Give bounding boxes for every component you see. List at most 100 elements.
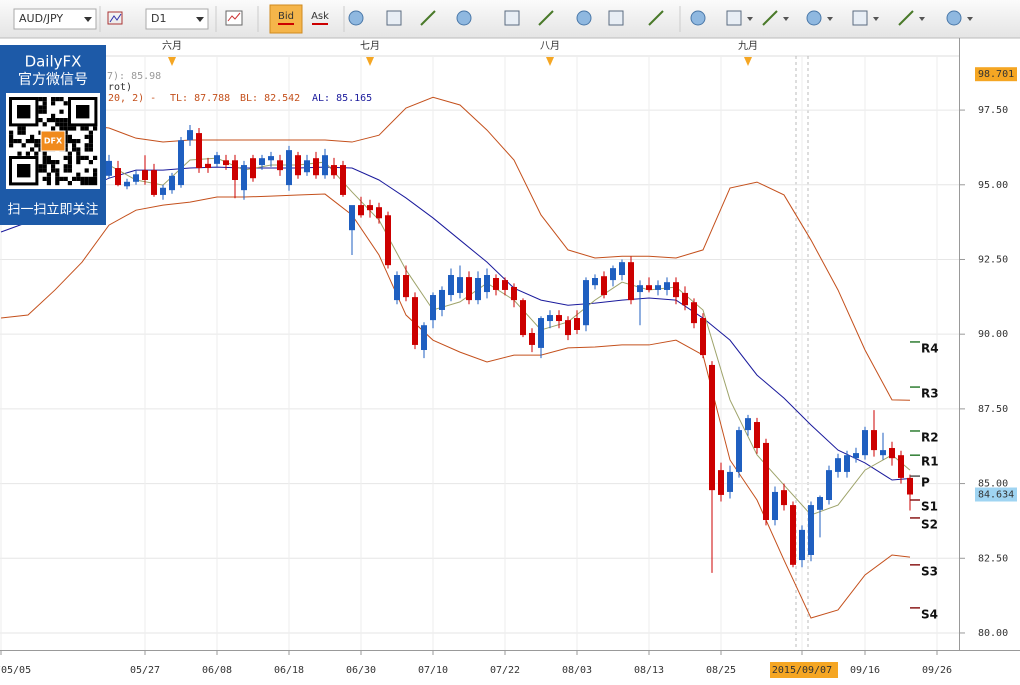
- candle-body: [754, 422, 760, 449]
- tool-icon[interactable]: [386, 10, 402, 26]
- y-tick-label: 80.00: [978, 628, 1008, 639]
- indicator-legend: BL: 82.542: [240, 93, 300, 104]
- candle-body: [430, 295, 436, 321]
- candle-body: [124, 181, 130, 187]
- qr-module: [63, 143, 68, 148]
- qr-module: [59, 118, 64, 123]
- tool-icon[interactable]: [690, 10, 706, 26]
- timeframe-select[interactable]: D1: [145, 8, 209, 30]
- month-marker: [744, 57, 752, 66]
- y-tick-label: 90.00: [978, 329, 1008, 340]
- candle-body: [133, 174, 139, 182]
- qr-module: [84, 168, 89, 173]
- tool-icon[interactable]: [456, 10, 472, 26]
- candle-body: [718, 470, 724, 495]
- bollinger-middle: [0, 166, 911, 481]
- qr-module: [67, 139, 72, 144]
- x-tick-label: 09/16: [850, 665, 880, 676]
- qr-finder: [76, 105, 90, 119]
- qr-module: [42, 105, 47, 110]
- tool-icon[interactable]: [538, 10, 554, 26]
- candle-body: [448, 275, 454, 296]
- tool-icon[interactable]: [726, 10, 753, 26]
- y-tick-label: 85.00: [978, 479, 1008, 490]
- qr-module: [42, 155, 47, 160]
- qr-module: [80, 126, 85, 131]
- qr-module: [55, 168, 60, 173]
- last-price-box: [975, 487, 1017, 502]
- icon-shape: [504, 10, 520, 26]
- candle-body: [277, 160, 283, 171]
- x-tick-label: 05/27: [130, 665, 160, 676]
- tool-icon[interactable]: [504, 10, 520, 26]
- qr-module: [84, 143, 89, 148]
- candle-body: [214, 155, 220, 164]
- candle-body: [817, 497, 823, 510]
- candle-body: [412, 297, 418, 345]
- qr-module: [46, 176, 51, 181]
- tool-icon[interactable]: [648, 10, 664, 26]
- ask-button[interactable]: Ask: [311, 11, 329, 25]
- wechat-overlay[interactable]: DailyFX 官方微信号 DFX 扫一扫立即关注: [0, 45, 106, 225]
- qr-module: [25, 151, 30, 156]
- last-price-label: 84.634: [978, 490, 1014, 501]
- tool-icon[interactable]: [420, 10, 436, 26]
- candle-body: [781, 490, 787, 506]
- qr-module: [67, 151, 72, 156]
- tool-icon[interactable]: [576, 10, 592, 26]
- pivot-label: R3: [921, 387, 939, 401]
- icon-shape: [538, 10, 554, 26]
- symbol-select[interactable]: AUD/JPY: [13, 8, 97, 30]
- icon-shape: [648, 10, 664, 26]
- qr-module: [72, 126, 77, 131]
- qr-module: [55, 97, 60, 102]
- qr-module: [38, 164, 43, 169]
- qr-module: [17, 130, 22, 135]
- tool-icon[interactable]: [852, 10, 879, 26]
- candle-body: [790, 505, 796, 565]
- tool-icon[interactable]: [898, 10, 925, 26]
- indicator-button[interactable]: [225, 10, 243, 26]
- qr-module: [93, 172, 98, 177]
- qr-module: [63, 164, 68, 169]
- candle-body: [259, 158, 265, 166]
- qr-module: [21, 126, 26, 131]
- candle-body: [295, 155, 301, 176]
- indicator-legend: 20, 2) -: [108, 93, 156, 104]
- month-marker: [168, 57, 176, 66]
- candle-body: [340, 165, 346, 195]
- tool-icon[interactable]: [762, 10, 789, 26]
- candle-body: [601, 276, 607, 296]
- candle-body: [682, 292, 688, 306]
- qr-module: [93, 126, 98, 131]
- qr-finder: [68, 97, 98, 127]
- qr-module: [84, 181, 89, 186]
- tool-icon[interactable]: [608, 10, 624, 26]
- qr-module: [17, 126, 22, 131]
- qr-module: [38, 105, 43, 110]
- candle-body: [268, 156, 274, 161]
- qr-module: [46, 172, 51, 177]
- icon-arrow: [783, 17, 789, 21]
- qr-module: [59, 109, 64, 114]
- qr-module: [76, 160, 81, 165]
- chart-type-icon[interactable]: [107, 11, 123, 25]
- qr-module: [42, 176, 47, 181]
- qr-module: [63, 168, 68, 173]
- qr-module: [46, 181, 51, 186]
- icon-shape: [608, 10, 624, 26]
- tool-icon[interactable]: [946, 10, 973, 26]
- qr-module: [55, 172, 60, 177]
- x-tick-label: 07/22: [490, 665, 520, 676]
- qr-module: [63, 126, 68, 131]
- icon-shape: [946, 10, 962, 26]
- month-label: 七月: [360, 40, 380, 52]
- bollinger-upper: [0, 96, 911, 401]
- qr-module: [42, 122, 47, 127]
- candle-body: [736, 430, 742, 472]
- tool-icon[interactable]: [348, 10, 364, 26]
- high-price-label: 98.701: [978, 69, 1014, 80]
- qr-module: [9, 130, 14, 135]
- bid-button[interactable]: Bid: [269, 4, 303, 34]
- tool-icon[interactable]: [806, 10, 833, 26]
